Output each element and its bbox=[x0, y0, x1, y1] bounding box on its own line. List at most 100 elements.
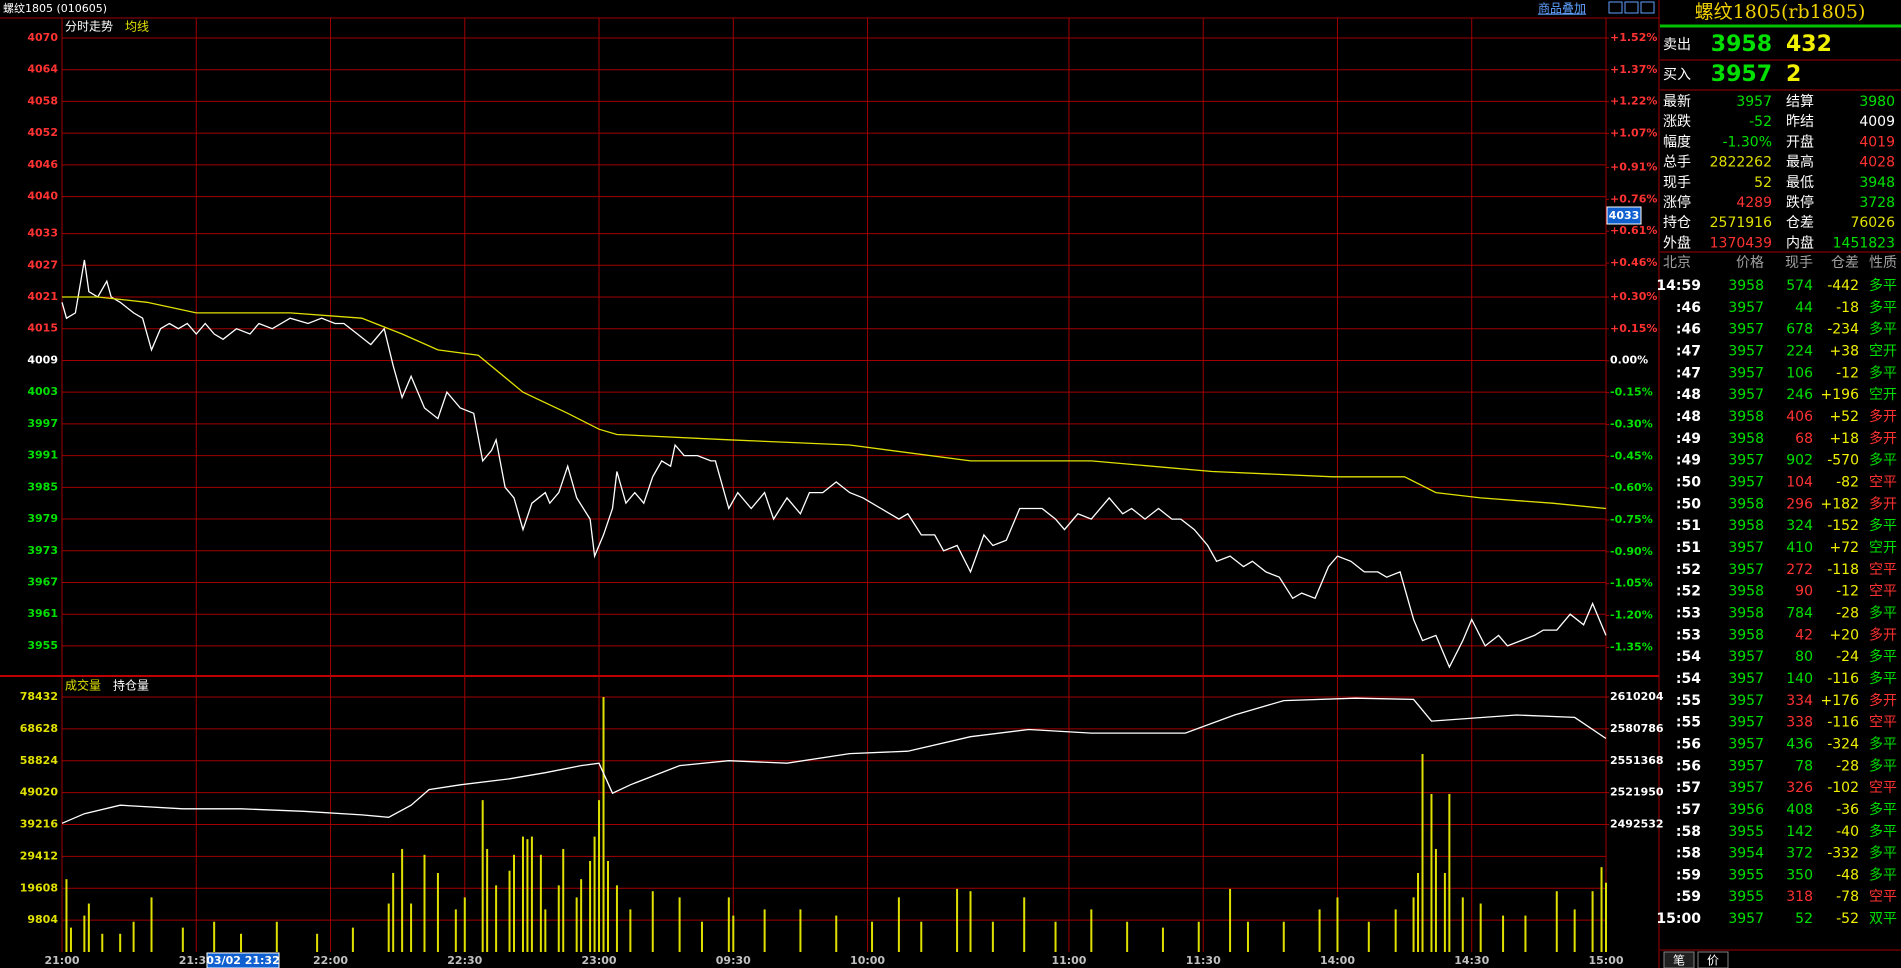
tick-nature: 空平 bbox=[1869, 889, 1897, 905]
tick-volume: 406 bbox=[1786, 409, 1813, 425]
x-tick-label: 10:00 bbox=[850, 954, 885, 967]
tick-volume: 272 bbox=[1786, 562, 1813, 578]
y-tick-label: 3979 bbox=[27, 512, 58, 525]
tick-price: 3958 bbox=[1728, 409, 1764, 425]
tick-time: :58 bbox=[1676, 846, 1701, 862]
tick-price: 3957 bbox=[1728, 343, 1764, 359]
volume-bar bbox=[392, 872, 395, 952]
tick-oi-change: -234 bbox=[1827, 322, 1859, 338]
header-title: 螺纹1805 (010605) bbox=[3, 1, 107, 15]
volume-bar bbox=[956, 888, 959, 952]
tick-time: :50 bbox=[1676, 496, 1701, 512]
volume-bar bbox=[1336, 897, 1339, 952]
button[interactable] bbox=[1624, 1, 1639, 14]
overlay-link[interactable]: 商品叠加 bbox=[1538, 1, 1586, 16]
tab-label[interactable]: 笔 bbox=[1673, 953, 1685, 968]
tab[interactable] bbox=[1663, 951, 1695, 968]
bid-volume: 2 bbox=[1786, 62, 1801, 87]
stat-label: 开盘 bbox=[1786, 133, 1814, 150]
volume-bar bbox=[316, 933, 319, 952]
tick-nature: 多平 bbox=[1869, 517, 1897, 534]
volume-bar bbox=[119, 933, 122, 952]
x-tick-label: 11:30 bbox=[1186, 954, 1221, 967]
tick-volume: 902 bbox=[1786, 453, 1813, 469]
y-tick-label: 39216 bbox=[20, 818, 59, 831]
volume-bar bbox=[240, 933, 243, 952]
tick-oi-change: -28 bbox=[1836, 605, 1859, 621]
tick-table: 北京 价格 现手 仓差 性质 14:59 3958 574 -442 多平:46 3957 44 -18… bbox=[1656, 255, 1897, 927]
y2-tick-label: +0.76% bbox=[1610, 192, 1657, 205]
y-tick-label: 4027 bbox=[27, 258, 58, 271]
y-tick-label: 19608 bbox=[20, 881, 58, 894]
stat-label: 仓差 bbox=[1786, 215, 1814, 231]
tick-oi-change: -12 bbox=[1836, 365, 1859, 381]
tick-oi-change: -78 bbox=[1836, 889, 1859, 905]
y2-tick-label: -1.35% bbox=[1610, 640, 1653, 653]
stat-label: 外盘 bbox=[1663, 234, 1691, 251]
y2-tick-label: +0.61% bbox=[1610, 224, 1657, 237]
tick-volume: 52 bbox=[1795, 911, 1813, 927]
volume-bar bbox=[132, 921, 135, 952]
tab-label[interactable]: 价 bbox=[1707, 954, 1719, 968]
stat-label: 最新 bbox=[1663, 94, 1691, 110]
volume-bar bbox=[763, 909, 766, 952]
stat-value: -52 bbox=[1749, 114, 1772, 130]
tick-nature: 多平 bbox=[1869, 845, 1897, 862]
tick-nature: 空平 bbox=[1869, 715, 1897, 731]
tick-time: :51 bbox=[1676, 540, 1701, 556]
stat-value: -1.30% bbox=[1722, 134, 1772, 150]
tick-time: :55 bbox=[1676, 693, 1701, 709]
tick-volume: 106 bbox=[1786, 365, 1813, 381]
y2-tick-label: +0.15% bbox=[1610, 322, 1657, 335]
tick-volume: 350 bbox=[1786, 867, 1813, 883]
stat-value: 3957 bbox=[1736, 94, 1772, 110]
volume-bar bbox=[150, 897, 153, 952]
tick-time: :48 bbox=[1676, 387, 1701, 403]
volume-bar bbox=[593, 836, 596, 952]
tick-price: 3958 bbox=[1728, 605, 1764, 621]
y-tick-label: 4052 bbox=[27, 126, 58, 139]
y2-tick-label: +0.30% bbox=[1610, 290, 1657, 303]
tick-time: :53 bbox=[1676, 605, 1701, 621]
tick-time: :49 bbox=[1676, 453, 1701, 469]
volume-bar bbox=[101, 933, 104, 952]
stat-label: 最高 bbox=[1786, 154, 1814, 171]
tick-volume: 318 bbox=[1786, 889, 1813, 905]
tick-price: 3957 bbox=[1728, 453, 1764, 469]
tick-nature: 多平 bbox=[1869, 801, 1897, 818]
tick-nature: 空平 bbox=[1869, 780, 1897, 796]
tick-time: :48 bbox=[1676, 409, 1701, 425]
tick-nature: 空平 bbox=[1869, 584, 1897, 600]
tick-price: 3957 bbox=[1728, 911, 1764, 927]
tick-oi-change: -116 bbox=[1827, 715, 1859, 731]
tab[interactable] bbox=[1697, 951, 1729, 968]
tick-nature: 多开 bbox=[1869, 495, 1897, 512]
y2-tick-label: +1.22% bbox=[1610, 95, 1657, 108]
volume-bar bbox=[213, 921, 216, 952]
ask-volume: 432 bbox=[1786, 32, 1832, 57]
stat-label: 持仓 bbox=[1663, 215, 1691, 231]
tick-nature: 多平 bbox=[1869, 321, 1897, 338]
tick-time: :50 bbox=[1676, 474, 1701, 490]
volume-bar bbox=[1282, 921, 1285, 952]
tick-oi-change: -28 bbox=[1836, 758, 1859, 774]
bid-price: 3957 bbox=[1711, 62, 1772, 87]
tick-price: 3957 bbox=[1728, 322, 1764, 338]
y-tick-label: 3973 bbox=[27, 544, 58, 557]
quote-title: 螺纹1805(rb1805) bbox=[1695, 1, 1866, 23]
tick-time: :56 bbox=[1676, 758, 1701, 774]
tick-volume: 334 bbox=[1786, 693, 1813, 709]
tick-price: 3955 bbox=[1728, 867, 1764, 883]
button[interactable] bbox=[1608, 1, 1623, 14]
volume-bar bbox=[1023, 897, 1026, 952]
y-tick-label: 4064 bbox=[27, 63, 58, 76]
volume-bar bbox=[351, 927, 354, 952]
stat-value: 52 bbox=[1754, 175, 1772, 191]
volume-bar bbox=[1417, 872, 1420, 952]
volume-bar bbox=[463, 897, 466, 952]
tick-price: 3955 bbox=[1728, 824, 1764, 840]
tick-nature: 多平 bbox=[1869, 648, 1897, 665]
button[interactable] bbox=[1640, 1, 1655, 14]
